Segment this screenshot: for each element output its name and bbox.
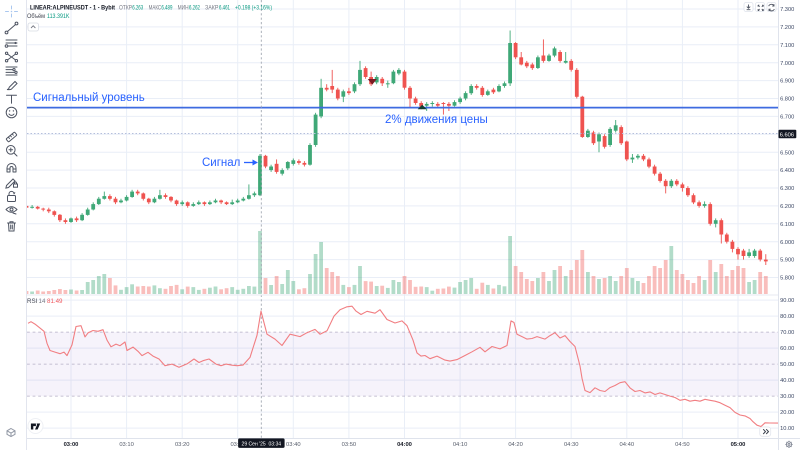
- svg-text:30.00: 30.00: [780, 394, 794, 400]
- svg-text:03:40: 03:40: [286, 442, 301, 448]
- svg-text:03:20: 03:20: [175, 442, 190, 448]
- svg-text:6.262: 6.262: [189, 5, 200, 12]
- svg-text:RSI: RSI: [27, 298, 38, 305]
- svg-text:04:10: 04:10: [453, 442, 468, 448]
- svg-text:7.200: 7.200: [780, 25, 794, 31]
- svg-text:90.00: 90.00: [780, 298, 794, 304]
- svg-text:04:20: 04:20: [508, 442, 523, 448]
- svg-text:6.400: 6.400: [780, 168, 794, 174]
- svg-text:7.100: 7.100: [780, 43, 794, 49]
- svg-text:60.00: 60.00: [780, 346, 794, 352]
- svg-text:7.000: 7.000: [780, 61, 794, 67]
- svg-text:03:10: 03:10: [119, 442, 134, 448]
- svg-text:6.000: 6.000: [780, 240, 794, 246]
- svg-text:ЗАКР: ЗАКР: [205, 5, 219, 12]
- svg-text:МАКС: МАКС: [149, 5, 162, 12]
- svg-text:6.200: 6.200: [780, 204, 794, 210]
- svg-text:6.300: 6.300: [780, 186, 794, 192]
- svg-text:04:00: 04:00: [397, 442, 412, 448]
- svg-text:6.100: 6.100: [780, 222, 794, 228]
- svg-text:05:00: 05:00: [731, 442, 746, 448]
- svg-text:+0.198 (+3.16%): +0.198 (+3.16%): [235, 5, 272, 12]
- svg-text:МИН: МИН: [178, 5, 189, 12]
- svg-text:40.00: 40.00: [780, 378, 794, 384]
- svg-text:14: 14: [39, 298, 46, 305]
- svg-text:03:00: 03:00: [64, 442, 79, 448]
- svg-text:Сигнальный уровень: Сигнальный уровень: [33, 92, 145, 104]
- svg-text:6.800: 6.800: [780, 97, 794, 103]
- svg-text:80.00: 80.00: [780, 314, 794, 320]
- svg-text:03:30: 03:30: [230, 442, 245, 448]
- svg-text:5.800: 5.800: [780, 276, 794, 282]
- svg-text:04:40: 04:40: [620, 442, 635, 448]
- svg-text:20.00: 20.00: [780, 410, 794, 416]
- svg-text:70.00: 70.00: [780, 330, 794, 336]
- svg-text:29 Сен '25 03:34: 29 Сен '25 03:34: [242, 441, 282, 447]
- svg-text:50.00: 50.00: [780, 362, 794, 368]
- svg-text:7.300: 7.300: [780, 7, 794, 13]
- svg-text:6.263: 6.263: [132, 5, 143, 12]
- svg-text:5.900: 5.900: [780, 258, 794, 264]
- svg-text:04:50: 04:50: [675, 442, 690, 448]
- svg-text:04:30: 04:30: [564, 442, 579, 448]
- svg-text:113.391K: 113.391K: [47, 13, 70, 20]
- svg-text:6.500: 6.500: [780, 150, 794, 156]
- svg-text:Сигнал: Сигнал: [202, 157, 240, 169]
- svg-text:6.700: 6.700: [780, 115, 794, 121]
- svg-text:03:50: 03:50: [342, 442, 357, 448]
- svg-text:2% движения цены: 2% движения цены: [385, 114, 488, 126]
- svg-text:LINEAR:ALPINEUSDT - 1 - Bybit: LINEAR:ALPINEUSDT - 1 - Bybit: [30, 5, 116, 12]
- svg-text:6.461: 6.461: [219, 5, 230, 12]
- svg-text:Объём: Объём: [27, 13, 45, 20]
- svg-text:81.49: 81.49: [47, 298, 63, 305]
- svg-text:6.900: 6.900: [780, 79, 794, 85]
- svg-text:10.00: 10.00: [780, 426, 794, 432]
- svg-text:6.606: 6.606: [780, 132, 794, 138]
- svg-text:ОТКР: ОТКР: [119, 5, 132, 12]
- svg-text:6.489: 6.489: [161, 5, 172, 12]
